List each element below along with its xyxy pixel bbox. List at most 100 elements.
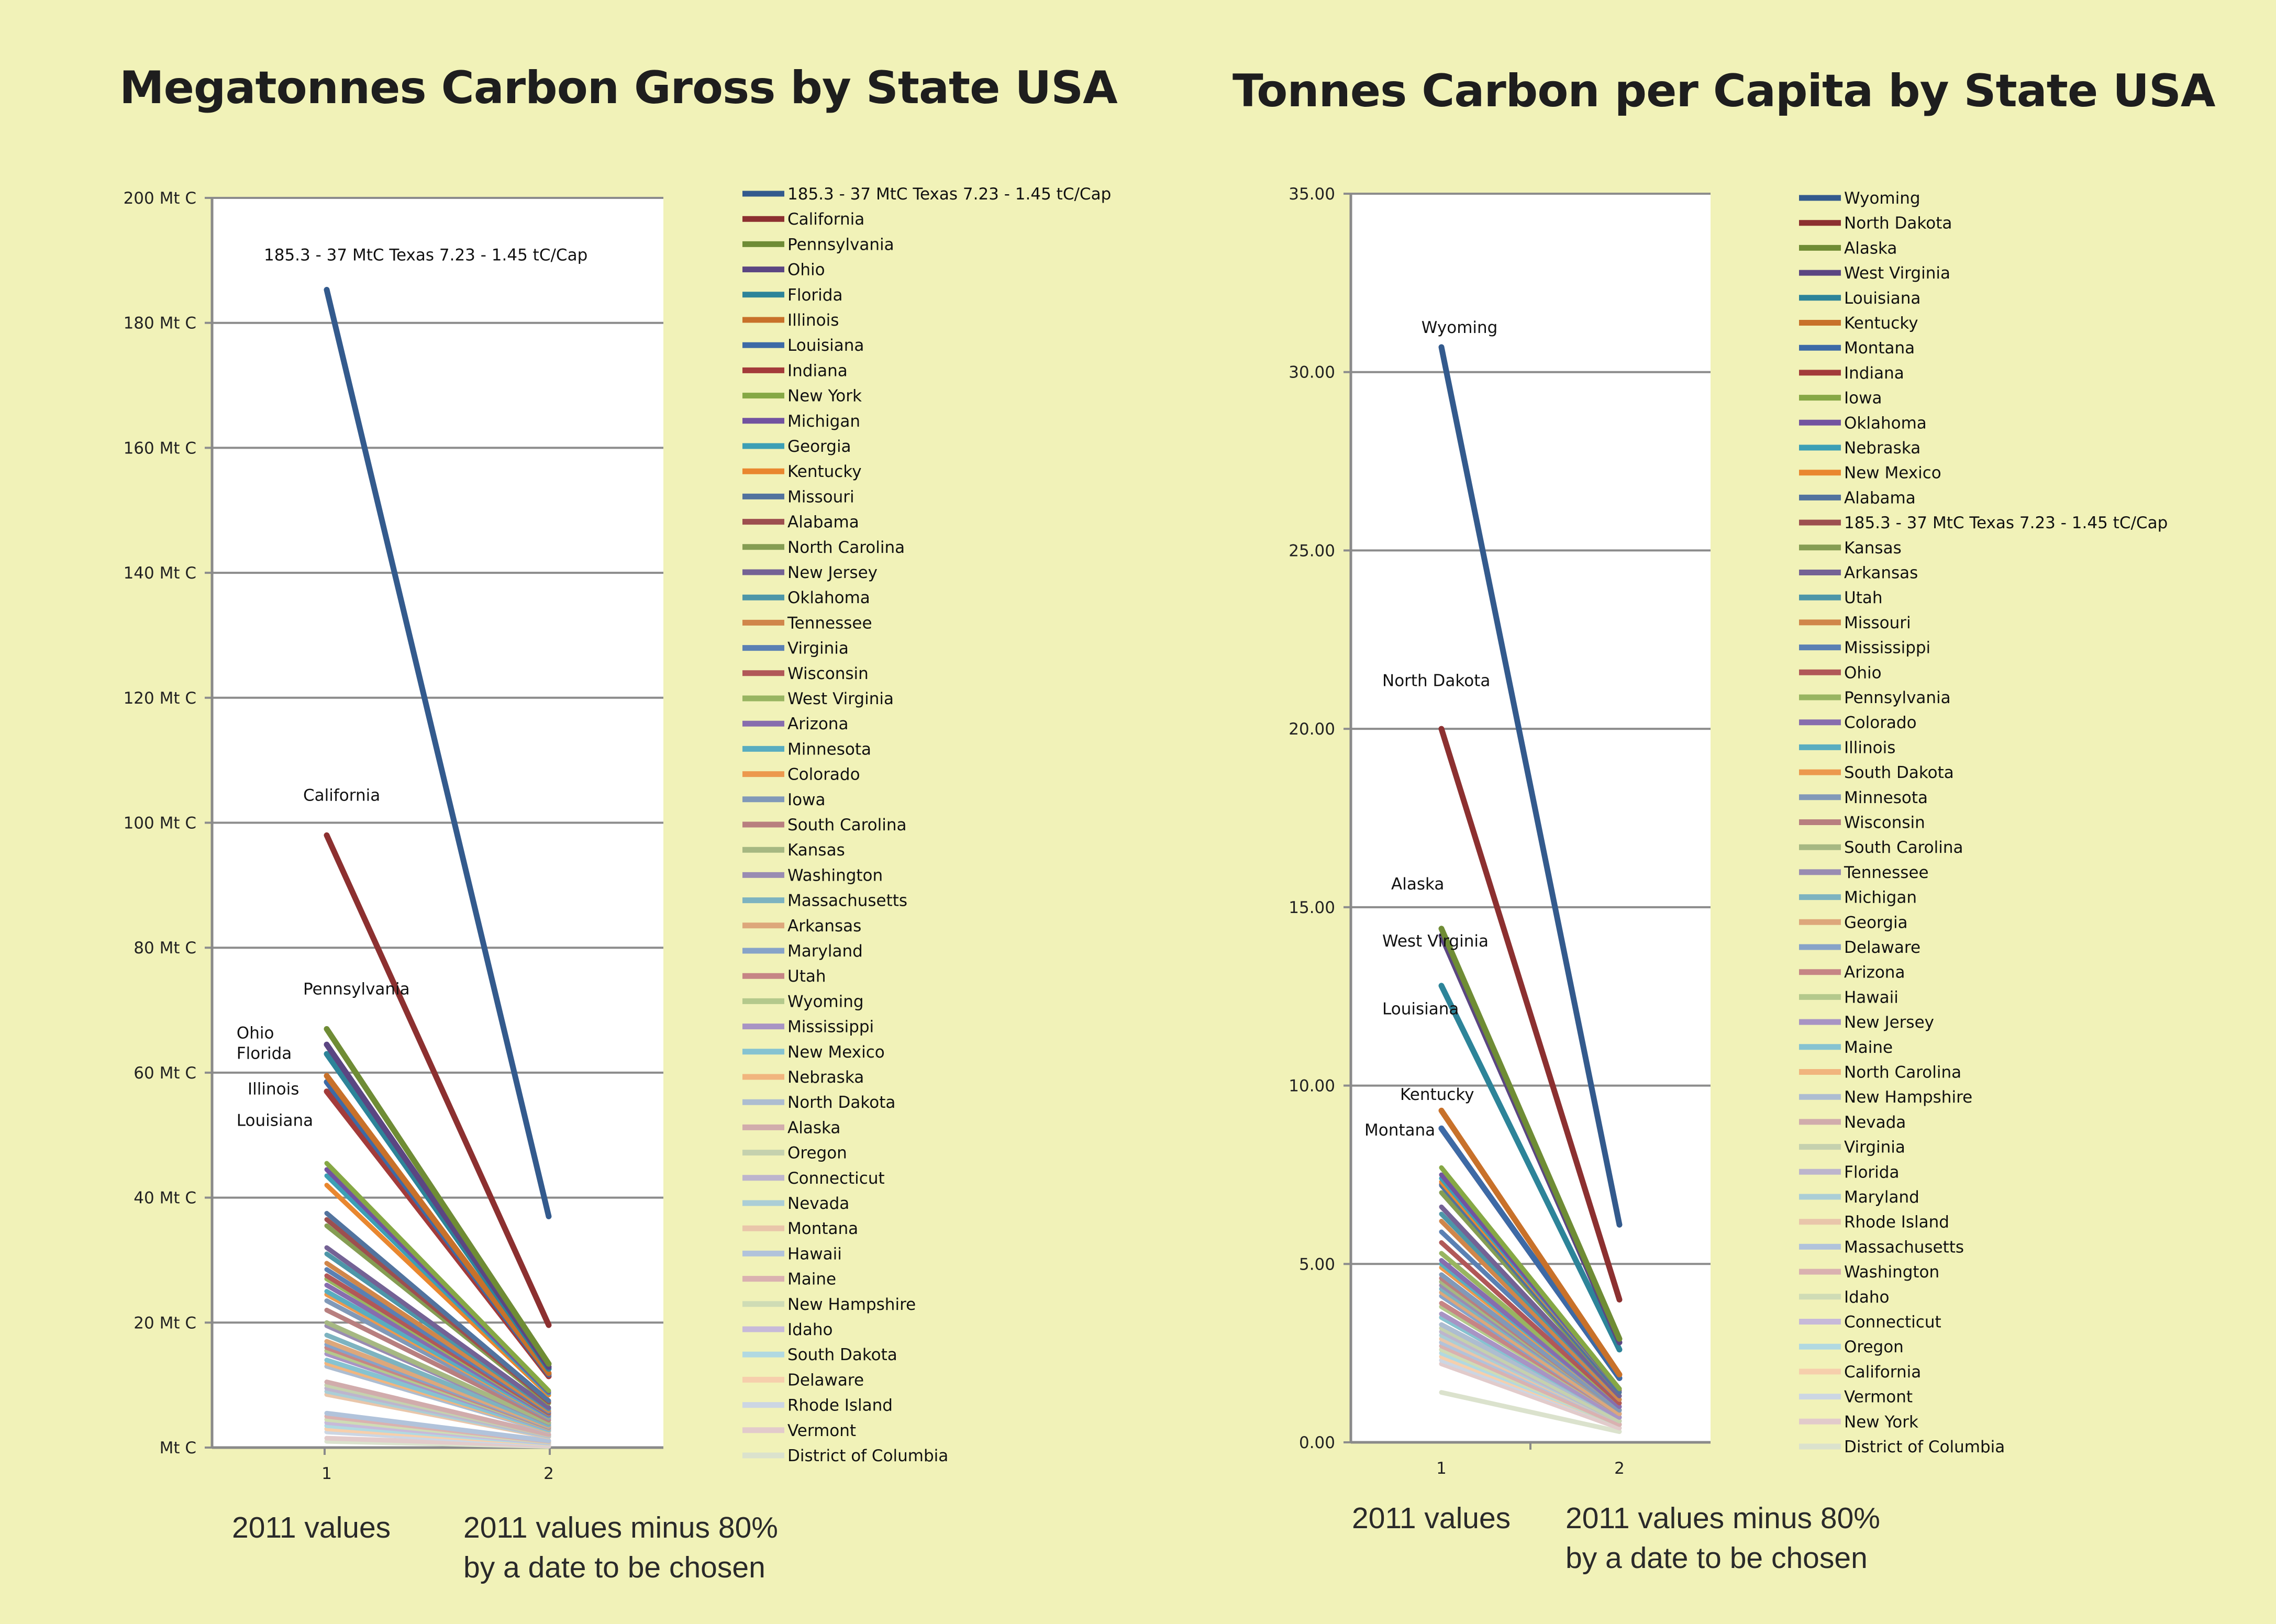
left-legend-label-vermont: Vermont [787,1421,856,1440]
left-x-caption-3: by a date to be chosen [463,1551,765,1584]
right-series-line-louisiana [1438,983,1623,1353]
left-legend-label-colorado: Colorado [787,765,860,784]
left-legend-label-wisconsin: Wisconsin [787,664,869,683]
left-y-tick-label: 120 Mt C [124,689,196,708]
right-legend-label-arkansas: Arkansas [1844,564,1918,583]
right-legend-label-kansas: Kansas [1844,539,1902,558]
right-y-tick-label: 35.00 [1289,185,1335,204]
left-legend-label-alaska: Alaska [787,1118,840,1137]
right-legend-label-utah: Utah [1844,588,1883,607]
left-legend-label-mississippi: Mississippi [787,1018,874,1037]
left-legend-label-arkansas: Arkansas [787,917,861,936]
left-legend-label-iowa: Iowa [787,791,825,809]
right-legend-label-california: California [1844,1363,1921,1382]
right-legend-label-georgia: Georgia [1844,913,1908,932]
left-y-tick-label: 160 Mt C [124,439,196,458]
right-y-tick-label: 5.00 [1299,1255,1335,1274]
right-series-line-montana [1438,1125,1623,1381]
left-legend-label-kansas: Kansas [787,841,845,860]
left-legend-label-new-mexico: New Mexico [787,1043,885,1062]
right-x-caption-3: by a date to be chosen [1566,1541,1868,1575]
left-legend-label-maine: Maine [787,1270,836,1289]
left-legend-label-west-virginia: West Virginia [787,689,894,708]
left-x-tick-label: 2 [543,1464,554,1483]
left-legend-label-montana: Montana [787,1219,858,1238]
left-series-line-hawaii [324,1410,551,1443]
right-legend-label-iowa: Iowa [1844,389,1882,408]
left-series-line-kansas [324,1320,551,1425]
left-y-tick-label: 180 Mt C [124,314,196,333]
left-y-tick-label: 20 Mt C [134,1314,196,1332]
left-legend-label-maryland: Maryland [787,942,863,961]
right-legend-label-louisiana: Louisiana [1844,289,1920,308]
right-annotation-west-virginia: West Virginia [1382,932,1489,951]
right-plot-area [1351,194,1711,1442]
right-legend-label-virginia: Virginia [1844,1138,1905,1157]
left-legend-label-new-hampshire: New Hampshire [787,1295,916,1314]
left-y-tick-label: 140 Mt C [124,564,196,583]
right-series-line-virginia [1439,1326,1622,1423]
right-series-line-washington [1439,1343,1622,1427]
left-annotation-california: California [303,786,380,805]
left-legend-label-arizona: Arizona [787,715,848,733]
right-legend-label-connecticut: Connecticut [1844,1313,1941,1332]
right-legend-label-delaware: Delaware [1844,938,1920,957]
left-series-line-new-jersey [324,1245,551,1410]
right-legend-label-north-dakota: North Dakota [1844,214,1952,233]
right-legend-label-new-mexico: New Mexico [1844,464,1941,483]
right-legend-label-hawaii: Hawaii [1844,988,1898,1007]
left-legend-label-nevada: Nevada [787,1194,849,1213]
left-legend-label-oklahoma: Oklahoma [787,588,870,607]
right-legend-label-indiana: Indiana [1844,364,1904,383]
right-x-caption-1: 2011 values [1352,1501,1511,1535]
left-legend-label-nebraska: Nebraska [787,1068,864,1087]
left-legend-label-pennsylvania: Pennsylvania [787,235,894,254]
right-legend-label-mississippi: Mississippi [1844,639,1930,658]
left-x-caption-2: 2011 values minus 80% [463,1511,778,1544]
left-legend-label-south-carolina: South Carolina [787,816,907,835]
left-legend-label-north-dakota: North Dakota [787,1093,895,1112]
right-chart-title: Tonnes Carbon per Capita by State USA [1233,65,2215,117]
left-legend-label-kentucky: Kentucky [787,462,862,481]
left-series-line-new-york [324,1161,551,1393]
left-legend-label-minnesota: Minnesota [787,740,871,759]
left-legend-label-wyoming: Wyoming [787,992,864,1011]
right-y-tick-label: 20.00 [1289,720,1335,739]
right-legend-label-kentucky: Kentucky [1844,314,1918,333]
left-legend-label-california: California [787,210,864,229]
right-y-tick-label: 25.00 [1289,541,1335,560]
right-x-tick-label: 2 [1614,1459,1625,1478]
right-annotation-north-dakota: North Dakota [1382,671,1490,690]
left-legend-label-south-dakota: South Dakota [787,1345,897,1364]
right-series-line-new-jersey [1439,1311,1622,1420]
right-legend-label-wyoming: Wyoming [1844,189,1920,208]
left-legend-label-idaho: Idaho [787,1320,832,1339]
right-series-line-iowa [1439,1165,1622,1392]
right-legend-label-illinois: Illinois [1844,738,1895,757]
right-annotation-montana: Montana [1364,1121,1435,1140]
left-legend-label-north-carolina: North Carolina [787,538,905,557]
left-series-line-alaska [324,1380,551,1437]
right-legend-label-new-jersey: New Jersey [1844,1013,1934,1032]
left-legend-label-massachusetts: Massachusetts [787,892,907,910]
right-legend-label-south-dakota: South Dakota [1844,763,1954,782]
right-series-line-arkansas [1439,1204,1622,1398]
left-series-line-missouri [324,1210,551,1403]
right-series-line-ohio [1439,1240,1622,1406]
left-legend-label-185-3-37-mtc-texas-7-23-1-45-tc-cap: 185.3 - 37 MtC Texas 7.23 - 1.45 tC/Cap [787,185,1111,204]
left-x-caption-1: 2011 values [232,1511,391,1544]
left-series-line-tennessee [324,1261,551,1414]
right-legend-label-wisconsin: Wisconsin [1844,814,1925,832]
left-legend-label-virginia: Virginia [787,639,849,658]
right-y-tick-label: 0.00 [1299,1433,1335,1452]
left-legend-label-connecticut: Connecticut [787,1169,885,1188]
left-y-tick-label: 60 Mt C [134,1064,196,1083]
right-series-line-alaska [1438,926,1623,1342]
right-legend-label-minnesota: Minnesota [1844,788,1928,807]
right-series-line-colorado [1439,1258,1622,1409]
left-annotation-pennsylvania: Pennsylvania [303,980,410,999]
right-legend-label-pennsylvania: Pennsylvania [1844,688,1951,707]
